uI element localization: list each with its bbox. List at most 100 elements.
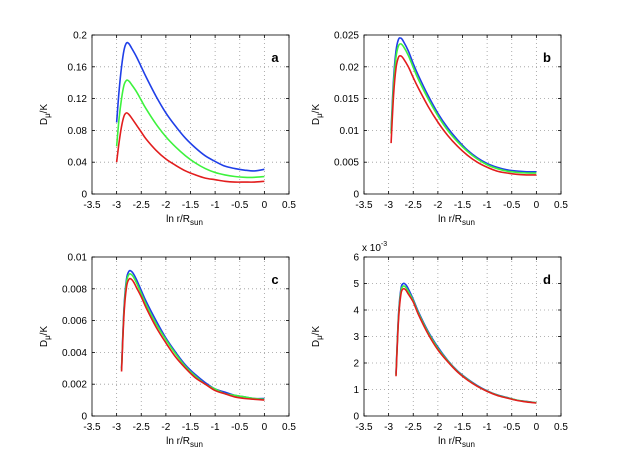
y-tick-label: 0.2: [73, 31, 87, 42]
y-tick-label: 0.004: [62, 348, 87, 359]
x-axis-label-sub: sun: [462, 440, 475, 449]
series-line-blue: [390, 37, 537, 173]
chart-panel-c: -3.5 -3 -2.5 -2 -1.5 -1 -0.5 0 0.5 0 0.002 0.004 0.0…: [39, 253, 296, 450]
axis-exponent-power: -3: [381, 241, 387, 248]
series-line-green: [120, 272, 265, 401]
x-tick-label: 0.5: [282, 422, 296, 433]
chart-panel-d: -3.5 -3 -2.5 -2 -1.5 -1 -0.5 0 0.5 0 1 2 3 4 5 6 ln r/Rs…: [311, 241, 568, 449]
series-line-blue: [120, 269, 265, 400]
chart-panel-a: -3.5 -3 -2.5 -2 -1.5 -1 -0.5 0 0.5 0 0.04 0.08 0.12 0…: [39, 31, 296, 228]
chart-panel-b: -3.5 -3 -2.5 -2 -1.5 -1 -0.5 0 0.5 0 0.005 0.01 0.01…: [311, 31, 568, 228]
x-tick-label: 0.5: [554, 200, 568, 211]
x-axis-label: ln r/Rsun: [166, 436, 203, 449]
x-tick-label: -2: [433, 200, 442, 211]
y-axis-label-sub: μ: [43, 335, 52, 340]
series-line-red: [120, 277, 265, 401]
panel-label: b: [543, 50, 551, 65]
x-tick-label: -0.5: [231, 200, 249, 211]
y-tick-label: 0.005: [334, 158, 359, 169]
x-tick-label: -3: [112, 200, 121, 211]
y-axis-label-main: D: [39, 340, 50, 347]
axis-exponent-base: x 10: [362, 243, 381, 254]
panel-label: a: [271, 50, 279, 65]
y-tick-label: 0.02: [340, 62, 360, 73]
x-axis-label-sub: sun: [462, 218, 475, 227]
x-tick-label: -0.5: [231, 422, 249, 433]
series-line-green: [115, 79, 265, 179]
y-tick-label: 3: [353, 332, 359, 343]
x-tick-label: 0.5: [554, 422, 568, 433]
x-tick-label: -3.5: [83, 200, 101, 211]
y-tick-label: 0.025: [334, 31, 359, 42]
y-tick-label: 0.12: [68, 94, 88, 105]
y-tick-label: 4: [353, 306, 359, 317]
y-axis-label-sub: μ: [43, 113, 52, 118]
x-tick-label: -2.5: [133, 422, 151, 433]
series-line-red: [390, 54, 537, 176]
x-tick-label: -1.5: [182, 200, 200, 211]
x-axis-label-main: ln r/R: [166, 214, 190, 225]
y-tick-label: 0: [353, 190, 359, 201]
x-tick-label: 0: [534, 200, 540, 211]
y-tick-label: 6: [353, 253, 359, 264]
y-axis-label-suffix: /K: [39, 104, 50, 114]
y-tick-label: 0: [81, 190, 87, 201]
axis-exponent-label: x 10-3: [362, 241, 387, 254]
y-tick-label: 5: [353, 279, 359, 290]
x-tick-label: -3.5: [355, 422, 373, 433]
x-tick-label: -3: [384, 422, 393, 433]
x-tick-label: 0: [534, 422, 540, 433]
x-tick-label: -1: [483, 200, 492, 211]
y-tick-label: 0.006: [62, 316, 87, 327]
x-tick-label: -1.5: [454, 422, 472, 433]
series-line-green: [390, 43, 537, 174]
x-tick-label: -0.5: [503, 200, 521, 211]
x-axis-label-sub: sun: [190, 218, 203, 227]
y-tick-label: 1: [353, 385, 359, 396]
x-axis-label-main: ln r/R: [166, 436, 190, 447]
x-axis-label-sub: sun: [190, 440, 203, 449]
x-axis-label-main: ln r/R: [438, 214, 462, 225]
series-line-blue: [395, 282, 537, 404]
plot-frame: [363, 34, 562, 195]
x-tick-label: -2: [161, 200, 170, 211]
x-axis-label: ln r/Rsun: [166, 214, 203, 227]
y-axis-label: Dμ/K: [39, 104, 52, 126]
plot-frame: [91, 256, 290, 417]
x-tick-label: -1: [211, 422, 220, 433]
y-axis-label-main: D: [311, 340, 322, 347]
x-tick-label: 0: [262, 200, 268, 211]
y-tick-label: 0: [81, 412, 87, 423]
y-axis-label: Dμ/K: [39, 326, 52, 348]
y-axis-label-sub: μ: [315, 113, 324, 118]
panel-label: d: [543, 272, 551, 287]
y-tick-label: 0.01: [68, 253, 88, 264]
y-axis-label-suffix: /K: [311, 104, 322, 114]
y-axis-label-sub: μ: [315, 335, 324, 340]
y-axis-label-main: D: [39, 118, 50, 125]
y-tick-label: 0: [353, 412, 359, 423]
x-tick-label: -3: [384, 200, 393, 211]
y-axis-label: Dμ/K: [311, 104, 324, 126]
x-tick-label: -1: [483, 422, 492, 433]
y-axis-label: Dμ/K: [311, 326, 324, 348]
y-tick-label: 2: [353, 359, 359, 370]
y-axis-label-main: D: [311, 118, 322, 125]
x-tick-label: -3.5: [355, 200, 373, 211]
x-tick-label: -1.5: [454, 200, 472, 211]
x-tick-label: 0: [262, 422, 268, 433]
y-axis-label-suffix: /K: [311, 326, 322, 336]
x-tick-label: -2: [161, 422, 170, 433]
y-tick-label: 0.008: [62, 284, 87, 295]
x-axis-label-main: ln r/R: [438, 436, 462, 447]
x-tick-label: -2.5: [133, 200, 151, 211]
x-tick-label: -0.5: [503, 422, 521, 433]
y-tick-label: 0.002: [62, 380, 87, 391]
y-tick-label: 0.16: [68, 62, 88, 73]
series-line-green: [395, 285, 537, 404]
y-tick-label: 0.08: [68, 126, 88, 137]
x-tick-label: -3.5: [83, 422, 101, 433]
series-line-red: [115, 112, 265, 183]
x-tick-label: -2.5: [405, 200, 423, 211]
